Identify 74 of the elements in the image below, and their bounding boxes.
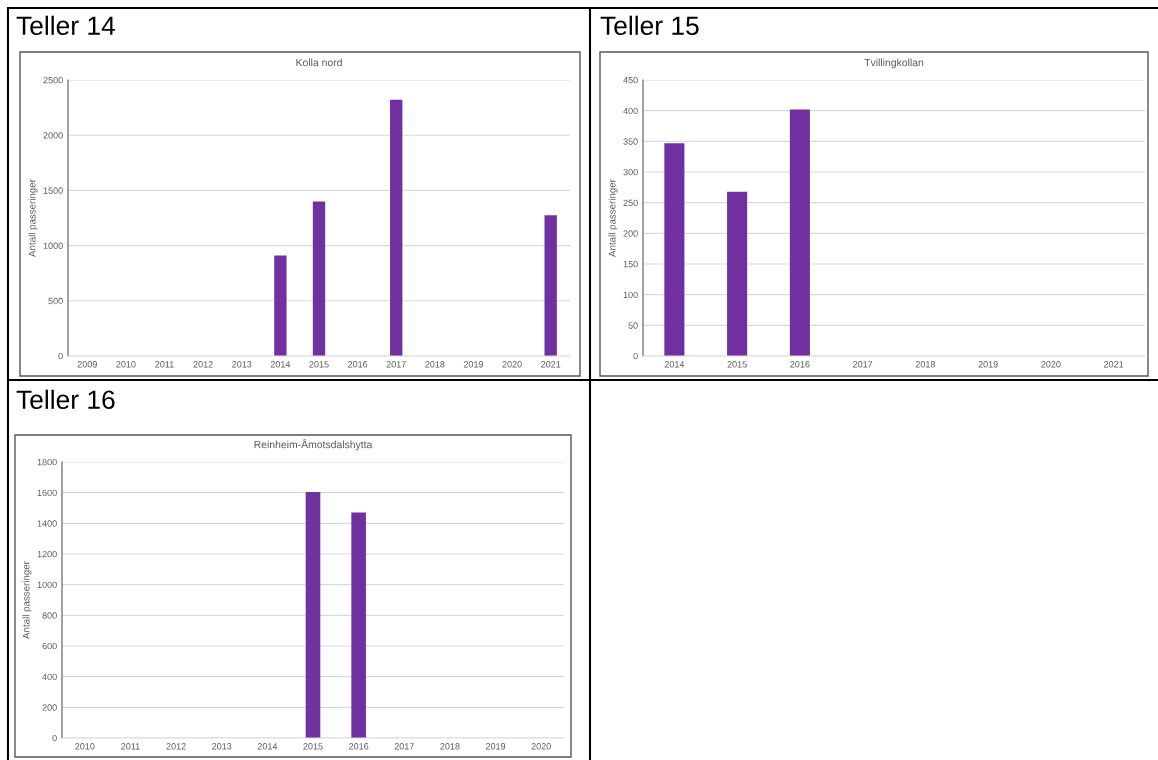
y-tick-label: 2500 bbox=[43, 76, 63, 84]
bar bbox=[544, 215, 557, 356]
y-tick-label: 1400 bbox=[37, 520, 57, 527]
x-tick-label: 2021 bbox=[1104, 361, 1124, 368]
bar bbox=[789, 109, 810, 356]
x-tick-label: 2014 bbox=[270, 361, 291, 368]
chart-title: Teller 14 bbox=[16, 15, 115, 36]
x-tick-label: 2010 bbox=[75, 743, 95, 750]
bar bbox=[664, 143, 685, 356]
x-tick-label: 2018 bbox=[425, 361, 445, 368]
y-tick-label: 1600 bbox=[37, 489, 57, 497]
x-tick-label: 2016 bbox=[349, 743, 369, 750]
x-tick-label: 2016 bbox=[790, 361, 810, 368]
y-tick-label: 0 bbox=[52, 734, 57, 742]
x-tick-label: 2011 bbox=[121, 743, 140, 750]
chart-subtitle: Kolla nord bbox=[296, 58, 342, 67]
bar bbox=[312, 201, 326, 356]
x-tick-label: 2009 bbox=[77, 361, 97, 368]
y-tick-label: 200 bbox=[623, 230, 638, 237]
y-tick-label: 500 bbox=[48, 297, 63, 305]
y-tick-label: 600 bbox=[42, 642, 57, 650]
x-tick-label: 2018 bbox=[440, 743, 460, 750]
chart-title: Teller 16 bbox=[16, 389, 115, 410]
x-tick-label: 2012 bbox=[193, 361, 213, 368]
x-tick-label: 2019 bbox=[485, 743, 506, 750]
y-tick-label: 350 bbox=[623, 138, 638, 145]
x-tick-label: 2012 bbox=[166, 743, 186, 750]
x-tick-label: 2013 bbox=[232, 361, 252, 368]
bar bbox=[727, 191, 748, 356]
y-tick-label: 1000 bbox=[43, 242, 63, 249]
x-tick-label: 2017 bbox=[386, 361, 406, 368]
x-tick-label: 2021 bbox=[541, 361, 561, 368]
y-tick-label: 100 bbox=[623, 291, 638, 299]
x-tick-label: 2019 bbox=[978, 361, 998, 368]
y-tick-label: 450 bbox=[623, 76, 638, 84]
y-tick-label: 0 bbox=[633, 352, 638, 360]
x-tick-label: 2018 bbox=[915, 361, 936, 368]
y-tick-label: 1500 bbox=[43, 187, 63, 194]
x-tick-label: 2019 bbox=[463, 361, 484, 368]
x-tick-label: 2015 bbox=[303, 743, 323, 750]
x-tick-label: 2017 bbox=[394, 743, 414, 750]
x-tick-label: 2015 bbox=[727, 361, 747, 368]
y-tick-label: 1800 bbox=[37, 458, 57, 466]
y-axis-title: Antall passeringer bbox=[608, 179, 618, 257]
x-tick-label: 2013 bbox=[212, 743, 232, 750]
y-tick-label: 1000 bbox=[37, 581, 57, 589]
x-tick-label: 2011 bbox=[155, 361, 174, 368]
y-tick-label: 2000 bbox=[43, 132, 63, 139]
x-tick-label: 2010 bbox=[116, 361, 136, 368]
x-tick-label: 2016 bbox=[348, 361, 368, 368]
x-tick-label: 2020 bbox=[1041, 361, 1061, 368]
bar bbox=[390, 99, 403, 356]
chart-title: Teller 15 bbox=[600, 15, 699, 36]
x-tick-label: 2015 bbox=[309, 361, 329, 368]
y-axis-title: Antall passeringer bbox=[28, 179, 38, 257]
bar bbox=[274, 255, 287, 356]
y-tick-label: 1200 bbox=[37, 550, 57, 558]
x-tick-label: 2020 bbox=[531, 743, 551, 750]
x-tick-label: 2017 bbox=[853, 361, 873, 368]
y-tick-label: 300 bbox=[623, 168, 638, 176]
y-tick-label: 50 bbox=[628, 322, 638, 329]
y-tick-label: 800 bbox=[42, 612, 57, 619]
y-axis-title: Antall passeringer bbox=[22, 561, 32, 639]
x-tick-label: 2020 bbox=[502, 361, 522, 368]
y-tick-label: 400 bbox=[623, 107, 638, 115]
x-tick-label: 2014 bbox=[257, 743, 278, 750]
y-tick-label: 150 bbox=[623, 260, 638, 268]
y-tick-label: 250 bbox=[623, 199, 638, 207]
chart-subtitle: Tvillingkollan bbox=[864, 58, 924, 69]
x-tick-label: 2014 bbox=[664, 361, 685, 368]
chart-subtitle: Reinheim-Åmotsdalshytta bbox=[254, 438, 373, 451]
y-tick-label: 0 bbox=[58, 352, 63, 360]
y-tick-label: 200 bbox=[42, 704, 57, 711]
y-tick-label: 400 bbox=[42, 673, 57, 681]
